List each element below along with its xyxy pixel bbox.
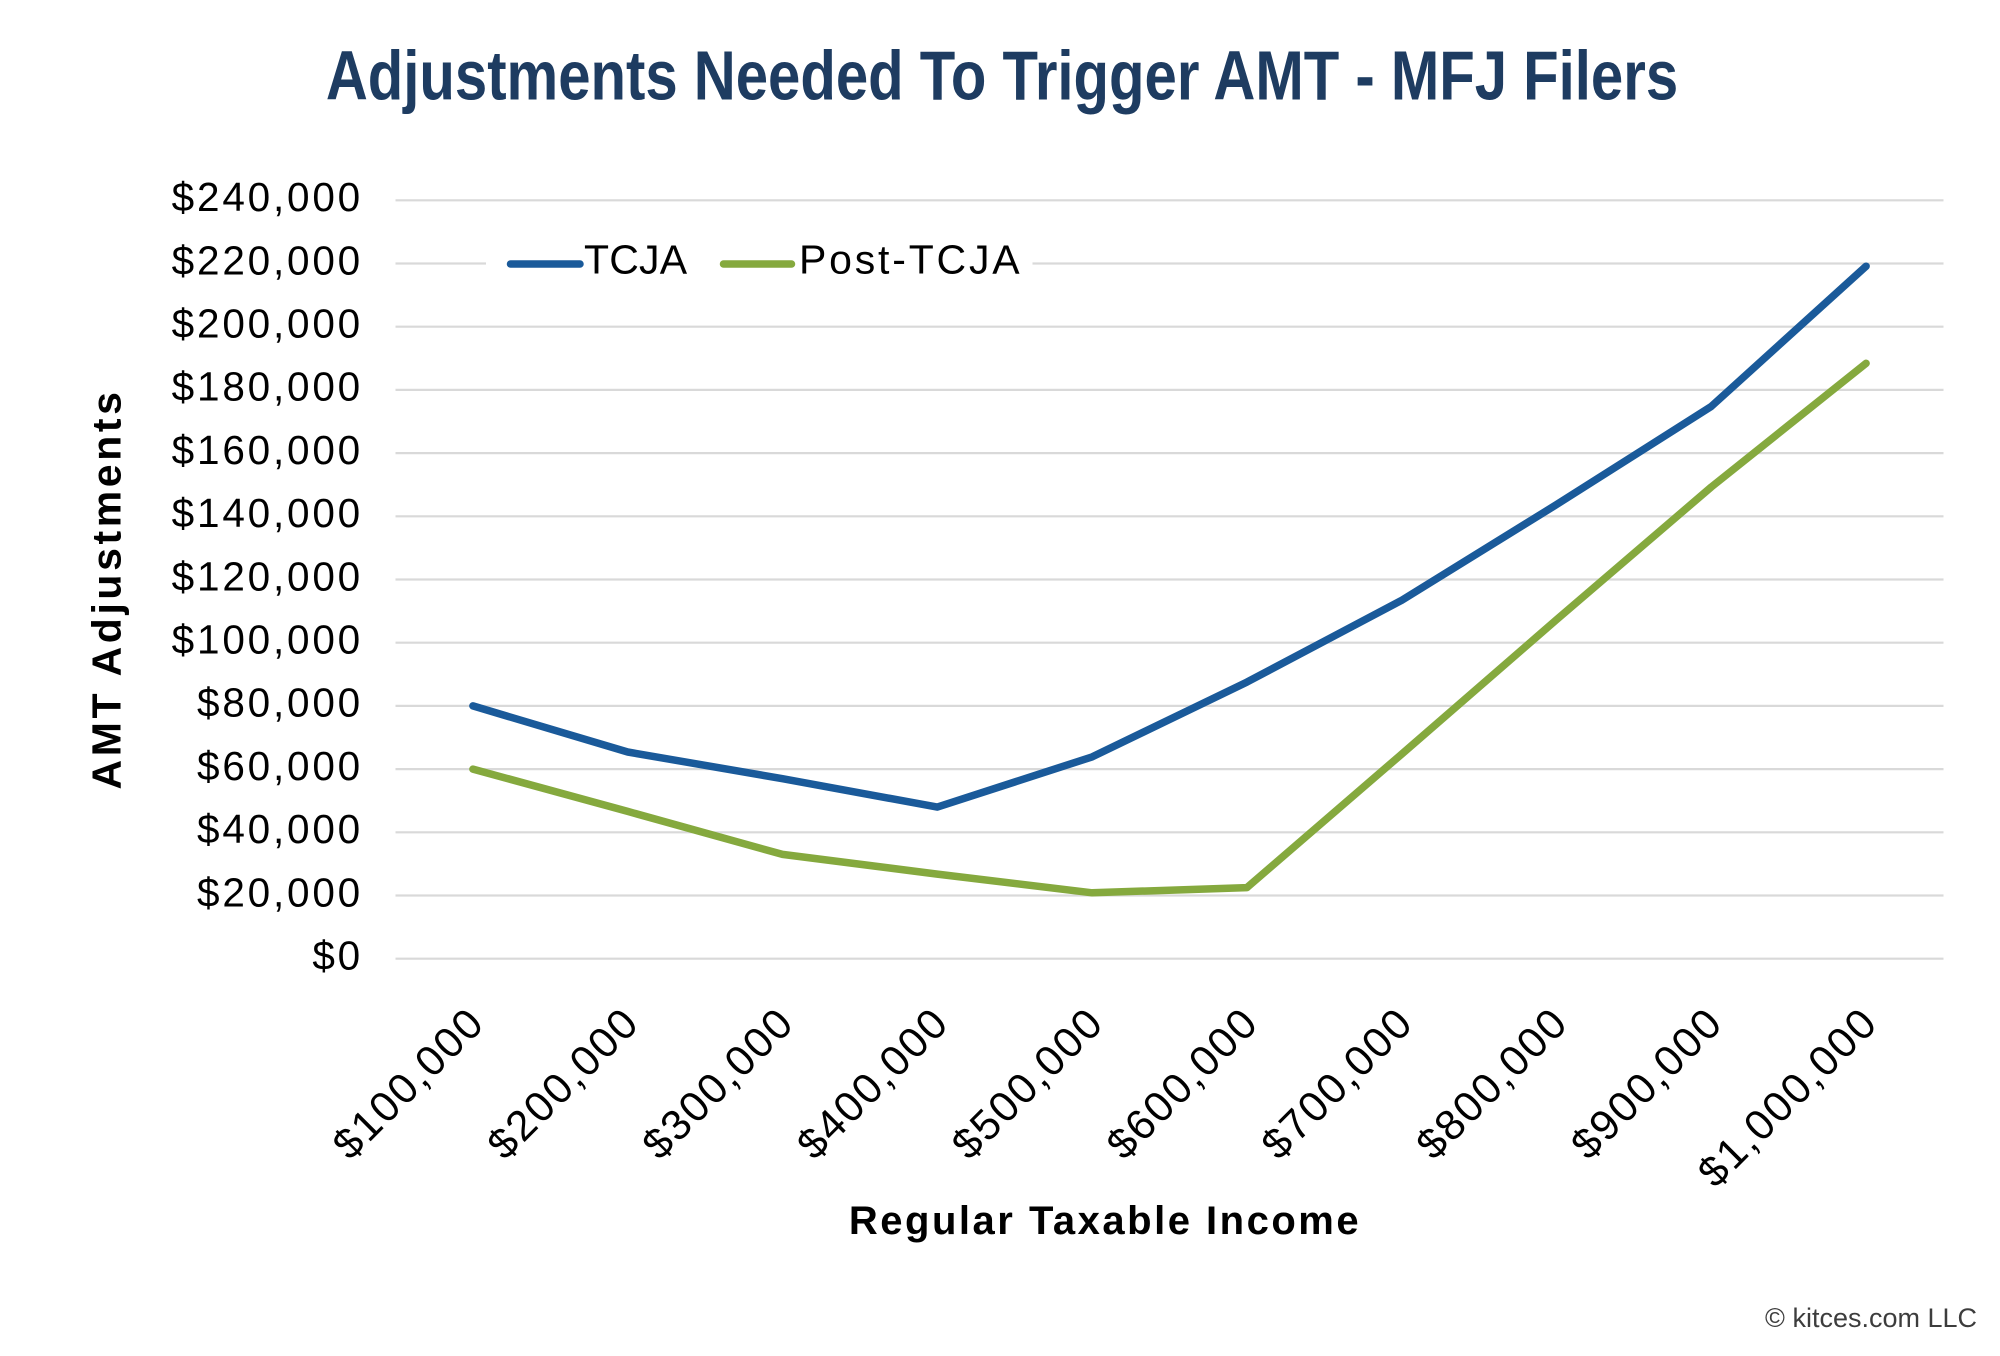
svg-text:Regular Taxable Income: Regular Taxable Income [849,1199,1361,1243]
svg-text:© kitces.com LLC: © kitces.com LLC [1765,1303,1977,1333]
svg-text:Adjustments Needed To Trigger: Adjustments Needed To Trigger AMT - MFJ … [326,36,1678,114]
svg-text:$140,000: $140,000 [172,490,363,536]
svg-text:$40,000: $40,000 [197,806,363,852]
svg-text:$200,000: $200,000 [172,301,363,347]
svg-text:$60,000: $60,000 [197,743,363,789]
svg-text:$180,000: $180,000 [172,364,363,410]
svg-text:$20,000: $20,000 [197,869,363,915]
svg-text:$0: $0 [312,933,363,979]
svg-text:AMT Adjustments: AMT Adjustments [83,389,129,790]
svg-text:$80,000: $80,000 [197,680,363,726]
svg-text:Post-TCJA: Post-TCJA [799,237,1022,283]
svg-text:$220,000: $220,000 [172,237,363,283]
svg-text:$120,000: $120,000 [172,553,363,599]
svg-text:$160,000: $160,000 [172,427,363,473]
svg-text:TCJA: TCJA [584,237,688,283]
svg-text:$100,000: $100,000 [172,617,363,663]
svg-text:$240,000: $240,000 [172,174,363,220]
